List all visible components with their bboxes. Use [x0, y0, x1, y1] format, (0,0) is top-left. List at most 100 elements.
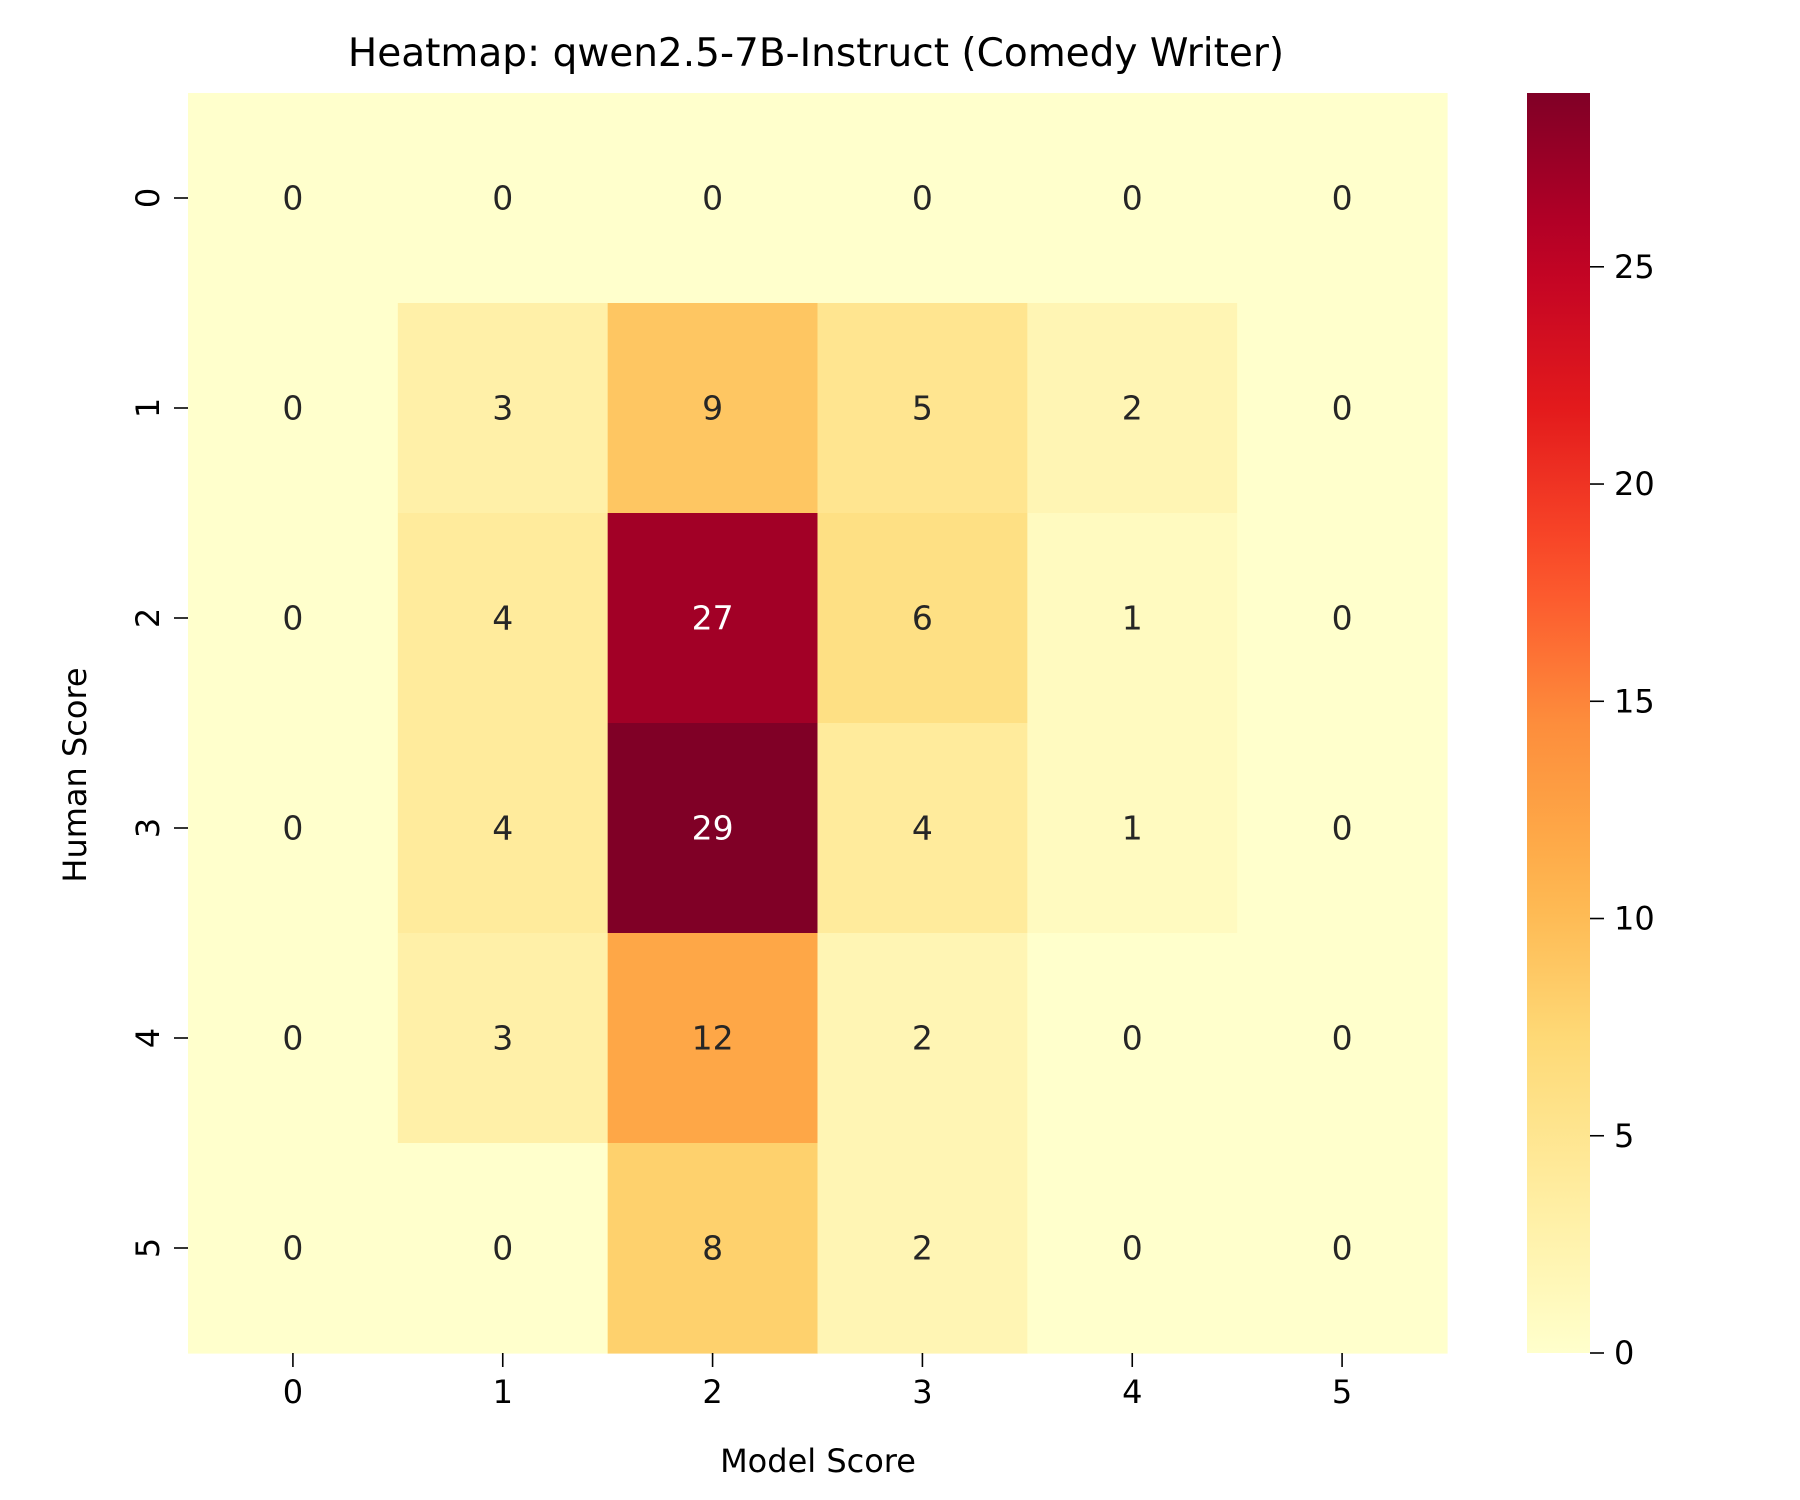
heatmap-cell [188, 723, 399, 934]
heatmap-cell [397, 303, 609, 514]
colorbar-tick-label: 5 [1614, 1117, 1634, 1155]
y-tick-label: 5 [129, 1238, 167, 1258]
heatmap-cell [1027, 303, 1238, 514]
heatmap-cell [1027, 933, 1238, 1144]
heatmap-cell [1237, 933, 1448, 1144]
x-axis-label: Model Score [720, 1442, 916, 1480]
cell-value: 0 [492, 179, 513, 218]
heatmap-cell [397, 723, 609, 934]
heatmap-cell [1027, 93, 1238, 304]
cell-value: 4 [492, 809, 513, 848]
heatmap-cell [188, 303, 399, 514]
cell-value: 0 [912, 179, 933, 218]
cell-value: 1 [1122, 809, 1143, 848]
colorbar-tick-label: 15 [1614, 682, 1655, 720]
cell-value: 29 [692, 809, 734, 848]
heatmap-cell [1027, 513, 1238, 724]
x-tick-label: 1 [493, 1373, 513, 1411]
cell-value: 0 [282, 809, 303, 848]
heatmap-cell [1027, 1143, 1238, 1354]
cell-value: 0 [282, 1229, 303, 1268]
heatmap-cell [607, 723, 819, 934]
heatmap-cell [817, 303, 1028, 514]
cell-value: 9 [702, 389, 723, 428]
cell-value: 27 [692, 599, 734, 638]
heatmap-cell [817, 933, 1028, 1144]
y-tick-label: 0 [129, 188, 167, 208]
y-axis-label: Human Score [56, 667, 94, 882]
cell-value: 0 [1122, 179, 1143, 218]
cell-value: 0 [1332, 179, 1353, 218]
heatmap-cell [607, 513, 819, 724]
colorbar-ticks: 0 5 10 15 20 25 [1590, 248, 1655, 1372]
heatmap-cell [607, 1143, 819, 1354]
heatmap-cell [817, 1143, 1028, 1354]
cell-value: 4 [492, 599, 513, 638]
y-tick-label: 3 [129, 818, 167, 838]
heatmap-cell [1027, 723, 1238, 934]
cell-annotations: 0 0 0 0 0 0 0 3 9 5 2 0 0 4 27 6 1 0 0 4 29 4 1 0 0 3 12 2 0 0 0 0 8 2 0 0 [282, 179, 1352, 1268]
cell-value: 0 [282, 179, 303, 218]
heatmap-cell [188, 93, 399, 304]
heatmap-cell [1237, 303, 1448, 514]
colorbar-tick-label: 20 [1614, 465, 1655, 503]
heatmap-cell [397, 1143, 609, 1354]
cell-value: 1 [1122, 599, 1143, 638]
x-axis: 0 1 2 3 4 5 [283, 1353, 1352, 1411]
heatmap-cell [1237, 513, 1448, 724]
cell-value: 3 [492, 1019, 513, 1058]
colorbar [1527, 93, 1590, 1353]
y-tick-label: 1 [129, 398, 167, 418]
cell-value: 0 [1332, 809, 1353, 848]
cell-value: 0 [1122, 1019, 1143, 1058]
cell-value: 0 [702, 179, 723, 218]
cell-value: 0 [1332, 599, 1353, 638]
cell-value: 2 [1122, 389, 1143, 428]
cell-value: 12 [692, 1019, 734, 1058]
y-tick-label: 2 [129, 608, 167, 628]
cell-value: 0 [1332, 389, 1353, 428]
y-axis: 0 1 2 3 4 5 [129, 188, 188, 1258]
colorbar-tick-label: 25 [1614, 248, 1655, 286]
cell-value: 0 [282, 599, 303, 638]
colorbar-tick-label: 0 [1614, 1334, 1634, 1372]
cell-value: 8 [702, 1229, 723, 1268]
x-tick-label: 4 [1122, 1373, 1142, 1411]
cell-value: 0 [282, 389, 303, 428]
heatmap-cell [817, 93, 1028, 304]
chart-title: Heatmap: qwen2.5-7B-Instruct (Comedy Wri… [348, 31, 1284, 76]
heatmap-cell [607, 93, 819, 304]
cell-value: 0 [1122, 1229, 1143, 1268]
heatmap-cell [188, 1143, 399, 1354]
heatmap-cell [188, 513, 399, 724]
heatmap-cell [1237, 1143, 1448, 1354]
heatmap-cell [817, 723, 1028, 934]
cell-value: 0 [282, 1019, 303, 1058]
heatmap-cell [1237, 93, 1448, 304]
heatmap-cell [607, 933, 819, 1144]
cell-value: 3 [492, 389, 513, 428]
cell-value: 0 [1332, 1229, 1353, 1268]
heatmap-cell [397, 513, 609, 724]
heatmap-cells [188, 93, 1448, 1354]
cell-value: 0 [1332, 1019, 1353, 1058]
x-tick-label: 0 [283, 1373, 303, 1411]
heatmap-cell [1237, 723, 1448, 934]
cell-value: 0 [492, 1229, 513, 1268]
colorbar-tick-label: 10 [1614, 900, 1655, 938]
x-tick-label: 5 [1332, 1373, 1352, 1411]
cell-value: 5 [912, 389, 933, 428]
heatmap-cell [817, 513, 1028, 724]
x-tick-label: 2 [702, 1373, 722, 1411]
cell-value: 2 [912, 1229, 933, 1268]
cell-value: 4 [912, 809, 933, 848]
heatmap-cell [607, 303, 819, 514]
cell-value: 6 [912, 599, 933, 638]
x-tick-label: 3 [912, 1373, 932, 1411]
y-tick-label: 4 [129, 1028, 167, 1048]
heatmap-cell [188, 933, 399, 1144]
heatmap-cell [397, 93, 609, 304]
cell-value: 2 [912, 1019, 933, 1058]
heatmap-cell [397, 933, 609, 1144]
